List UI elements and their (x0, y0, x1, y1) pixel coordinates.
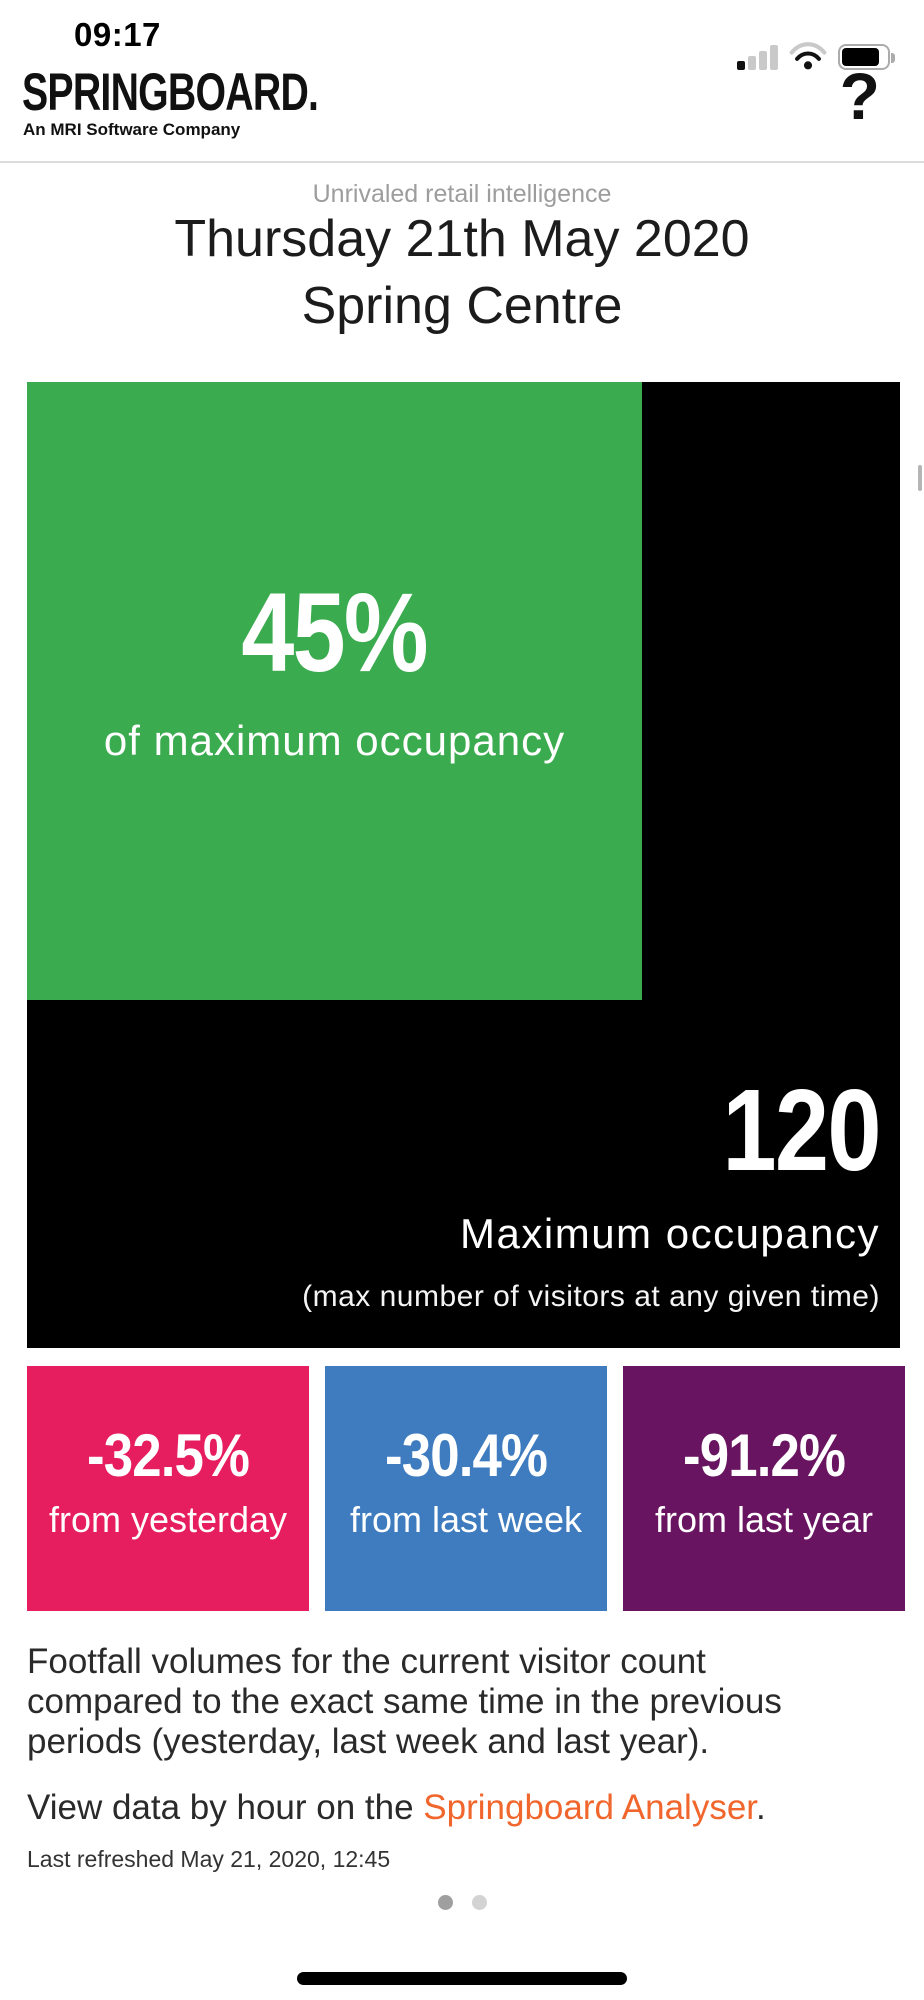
comparison-label: from last year (654, 1498, 874, 1540)
max-occupancy-value: 120 (722, 1065, 881, 1195)
occupancy-percent-value: 45% (241, 570, 429, 695)
battery-nub (891, 53, 895, 63)
battery-fill (842, 48, 880, 66)
page-title-date: Thursday 21th May 2020 (174, 210, 750, 268)
comparison-value: -32.5% (86, 1421, 250, 1489)
comparison-tile-last-year: -91.2% from last year (623, 1366, 905, 1611)
springboard-analyser-link[interactable]: Springboard Analyser (423, 1788, 757, 1827)
footer-description-line: compared to the exact same time in the p… (27, 1682, 782, 1721)
battery-icon (838, 44, 895, 70)
last-refreshed-text: Last refreshed May 21, 2020, 12:45 (27, 1846, 391, 1872)
max-occupancy-label: Maximum occupancy (460, 1210, 880, 1257)
comparison-tiles: -32.5% from yesterday -30.4% from last w… (27, 1366, 905, 1611)
occupancy-percent-caption: of maximum occupancy (103, 717, 566, 764)
springboard-logo: SPRINGBOARD. (22, 63, 319, 122)
home-indicator[interactable] (297, 1972, 627, 1985)
max-occupancy-caption: (max number of visitors at any given tim… (302, 1280, 880, 1313)
page-title-location: Spring Centre (301, 277, 623, 335)
view-data-line: View data by hour on the Springboard Ana… (27, 1788, 899, 1828)
footer-description-line: periods (yesterday, last week and last y… (27, 1722, 710, 1761)
status-time: 09:17 (74, 16, 161, 53)
page-title: Thursday 21th May 2020 Spring Centre (0, 206, 924, 340)
wifi-icon (789, 42, 827, 70)
logo-tagline: An MRI Software Company (23, 120, 241, 139)
comparison-value: -91.2% (682, 1421, 846, 1489)
signal-bar (759, 51, 767, 70)
signal-bar (770, 45, 778, 70)
view-data-suffix: . (756, 1788, 766, 1827)
occupancy-chart: 45% of maximum occupancy 120 Maximum occ… (27, 382, 900, 1348)
max-occupancy-block: 120 Maximum occupancy (max number of vis… (302, 1065, 882, 1314)
comparison-label: from last week (349, 1498, 583, 1540)
signal-bar (737, 61, 745, 70)
signal-bar (748, 56, 756, 70)
comparison-tile-yesterday: -32.5% from yesterday (27, 1366, 309, 1611)
pager-dot[interactable] (471, 1895, 487, 1910)
scrollbar[interactable] (918, 465, 922, 491)
cellular-signal-icon (737, 44, 778, 70)
comparison-value: -30.4% (384, 1421, 548, 1489)
help-button[interactable]: ? (834, 62, 886, 130)
occupancy-fill-area: 45% of maximum occupancy (27, 382, 642, 1000)
footer: Footfall volumes for the current visitor… (27, 1642, 899, 1873)
pager-dot-active[interactable] (437, 1895, 453, 1910)
app-subtitle: Unrivaled retail intelligence (312, 180, 612, 208)
comparison-tile-last-week: -30.4% from last week (325, 1366, 607, 1611)
comparison-label: from yesterday (48, 1498, 288, 1540)
header-divider (0, 161, 924, 163)
view-data-prefix: View data by hour on the (27, 1788, 424, 1827)
carousel-pager (0, 1895, 924, 1910)
status-icons (737, 40, 895, 70)
footer-description-line: Footfall volumes for the current visitor… (27, 1642, 706, 1681)
